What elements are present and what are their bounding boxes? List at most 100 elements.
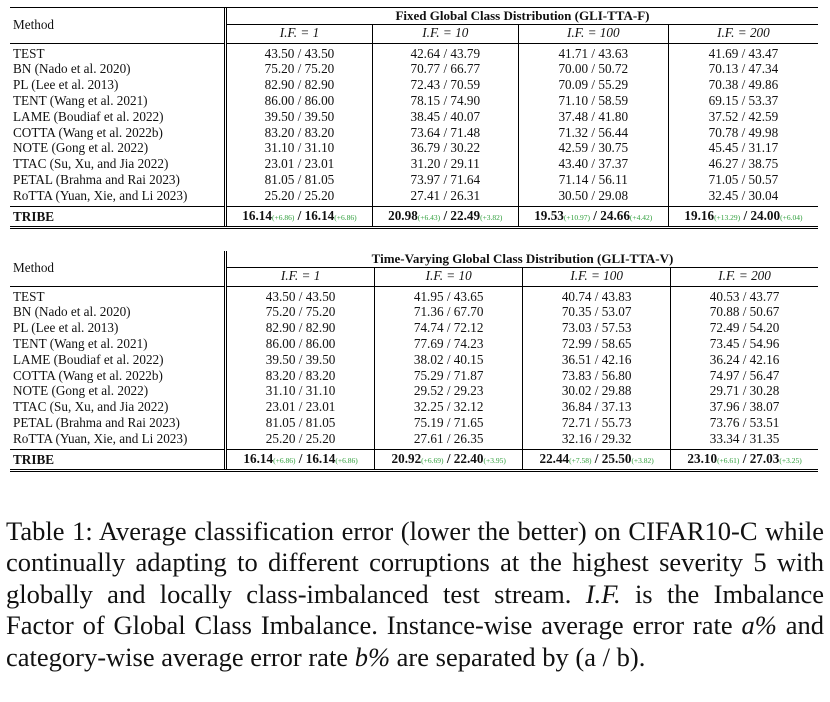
method-name-tribe: TRIBE xyxy=(10,448,226,473)
error-cell: 70.09 / 55.29 xyxy=(517,77,669,93)
error-cell: 45.45 / 31.17 xyxy=(667,140,818,157)
error-cell: 43.40 / 37.37 xyxy=(517,156,669,172)
tribe-error-cell: 16.14(+6.86) / 16.14(+6.86) xyxy=(223,448,375,473)
method-name: RoTTA (Yuan, Xie, and Li 2023) xyxy=(13,430,188,446)
error-cell: 31.10 / 31.10 xyxy=(223,383,375,400)
error-cell: 43.50 / 43.50 xyxy=(223,285,375,305)
table-row: PETAL (Brahma and Rai 2023) 81.05 / 81.05… xyxy=(10,414,818,431)
method-name: TTAC (Su, Xu, and Jia 2022) xyxy=(13,399,169,415)
category-error: 22.40 xyxy=(453,450,484,466)
error-cell: 72.43 / 70.59 xyxy=(371,77,519,93)
error-cell: 73.83 / 56.80 xyxy=(522,367,671,384)
imbalance-factor-200: I.F. = 200 xyxy=(670,266,818,287)
error-cell: 25.20 / 25.20 xyxy=(224,187,373,207)
tribe-error-cell: 23.10(+6.61) / 27.03(+3.25) xyxy=(670,448,818,473)
results-table-fixed: Method Fixed Global Class Distribution (G… xyxy=(10,8,818,230)
method-name: TENT (Wang et al. 2021) xyxy=(13,92,148,108)
error-cell: 37.48 / 41.80 xyxy=(517,108,669,125)
method-name-tribe: TRIBE xyxy=(10,205,226,230)
imbalance-factor-row: I.F. = 1 I.F. = 10 I.F. = 100 I.F. = 200 xyxy=(10,23,818,44)
imbalance-factor-100: I.F. = 100 xyxy=(522,266,671,287)
category-error: 27.03 xyxy=(749,450,780,466)
error-cell: 31.10 / 31.10 xyxy=(224,140,373,157)
table-row: TEST 43.50 / 43.50 41.95 / 43.65 40.74 / 43… xyxy=(10,285,818,305)
separator: / xyxy=(589,207,601,223)
category-improvement: (+6.86) xyxy=(334,212,357,222)
method-name: LAME (Boudiaf et al. 2022) xyxy=(13,108,164,124)
error-cell: 38.02 / 40.15 xyxy=(374,351,523,368)
instance-improvement: (+6.43) xyxy=(417,212,441,222)
separator: / xyxy=(294,207,305,223)
error-cell: 36.84 / 37.13 xyxy=(522,399,671,415)
error-cell: 71.05 / 50.57 xyxy=(667,171,818,188)
method-name: TENT (Wang et al. 2021) xyxy=(13,335,148,351)
table-row: BN (Nado et al. 2020) 75.20 / 75.20 71.36 … xyxy=(10,304,818,321)
error-cell: 29.71 / 30.28 xyxy=(670,383,818,400)
error-cell: 73.45 / 54.96 xyxy=(670,335,818,352)
error-cell: 71.36 / 67.70 xyxy=(374,304,523,321)
error-cell: 42.64 / 43.79 xyxy=(371,42,519,62)
imbalance-factor-row: I.F. = 1 I.F. = 10 I.F. = 100 I.F. = 200 xyxy=(10,266,818,287)
caption-var-a: a% xyxy=(741,610,777,640)
error-cell: 40.74 / 43.83 xyxy=(522,285,671,305)
instance-error: 19.53 xyxy=(534,207,564,223)
error-cell: 75.20 / 75.20 xyxy=(223,304,375,321)
method-name: RoTTA (Yuan, Xie, and Li 2023) xyxy=(13,187,188,203)
method-header: Method xyxy=(13,260,55,276)
instance-error: 16.14 xyxy=(242,207,272,223)
error-cell: 33.34 / 31.35 xyxy=(670,430,818,450)
error-cell: 77.69 / 74.23 xyxy=(374,335,523,352)
category-improvement: (+3.82) xyxy=(480,212,503,222)
error-cell: 74.74 / 72.12 xyxy=(374,320,523,336)
error-cell: 41.69 / 43.47 xyxy=(667,42,818,62)
error-cell: 41.71 / 43.63 xyxy=(517,42,669,62)
category-improvement: (+3.25) xyxy=(779,455,802,465)
error-cell: 31.20 / 29.11 xyxy=(371,156,519,172)
error-cell: 71.32 / 56.44 xyxy=(517,124,669,141)
imbalance-factor-10: I.F. = 10 xyxy=(374,266,523,287)
error-cell: 70.77 / 66.77 xyxy=(371,61,519,78)
separator: / xyxy=(443,450,454,466)
imbalance-factor-10: I.F. = 10 xyxy=(371,23,519,44)
instance-error: 20.92 xyxy=(391,450,422,466)
method-name: PETAL (Brahma and Rai 2023) xyxy=(13,171,180,187)
error-cell: 86.00 / 86.00 xyxy=(223,335,375,352)
error-cell: 75.29 / 71.87 xyxy=(374,367,523,384)
group-title: Fixed Global Class Distribution (GLI-TTA… xyxy=(224,8,818,25)
error-cell: 32.25 / 32.12 xyxy=(374,399,523,415)
table-row: PL (Lee et al. 2013) 82.90 / 82.90 74.74 /… xyxy=(10,320,818,336)
caption-if-abbr: I.F. xyxy=(585,578,621,609)
method-header: Method xyxy=(13,17,55,33)
error-cell: 72.99 / 58.65 xyxy=(522,335,671,352)
error-cell: 73.97 / 71.64 xyxy=(371,171,519,188)
table-top-rule xyxy=(10,7,818,8)
error-cell: 70.13 / 47.34 xyxy=(667,61,818,78)
instance-error: 23.10 xyxy=(687,450,718,466)
error-cell: 23.01 / 23.01 xyxy=(224,156,373,172)
instance-improvement: (+10.97) xyxy=(563,212,590,222)
table-row: BN (Nado et al. 2020) 75.20 / 75.20 70.77 … xyxy=(10,61,818,78)
method-name: COTTA (Wang et al. 2022b) xyxy=(13,124,163,140)
category-error: 25.50 xyxy=(601,450,632,466)
instance-improvement: (+6.61) xyxy=(717,455,740,465)
error-cell: 23.01 / 23.01 xyxy=(223,399,375,415)
error-cell: 70.35 / 53.07 xyxy=(522,304,671,321)
tribe-error-cell: 16.14(+6.86) / 16.14(+6.86) xyxy=(224,205,373,230)
table-row: TENT (Wang et al. 2021) 86.00 / 86.00 77.6… xyxy=(10,335,818,352)
caption-text-4: are separated by (a / b). xyxy=(390,641,646,672)
error-cell: 70.00 / 50.72 xyxy=(517,61,669,78)
category-error: 16.14 xyxy=(304,207,335,223)
error-cell: 73.64 / 71.48 xyxy=(371,124,519,141)
tribe-row: TRIBE 16.14(+6.86) / 16.14(+6.86) 20.98(+6… xyxy=(10,205,818,230)
imbalance-factor-1: I.F. = 1 xyxy=(223,266,375,287)
method-name: BN (Nado et al. 2020) xyxy=(13,61,131,77)
tribe-row: TRIBE 16.14(+6.86) / 16.14(+6.86) 20.92 (+6… xyxy=(10,448,818,473)
error-cell: 39.50 / 39.50 xyxy=(223,351,375,368)
table-row: COTTA (Wang et al. 2022b) 83.20 / 83.20 75… xyxy=(10,367,818,384)
error-cell: 81.05 / 81.05 xyxy=(223,414,375,431)
separator: / xyxy=(440,207,451,223)
error-cell: 40.53 / 43.77 xyxy=(670,285,818,305)
error-cell: 27.61 / 26.35 xyxy=(374,430,523,450)
table-row: TTAC (Su, Xu, and Jia 2022) 23.01 / 23.01… xyxy=(10,399,818,415)
method-name: PL (Lee et al. 2013) xyxy=(13,77,119,93)
